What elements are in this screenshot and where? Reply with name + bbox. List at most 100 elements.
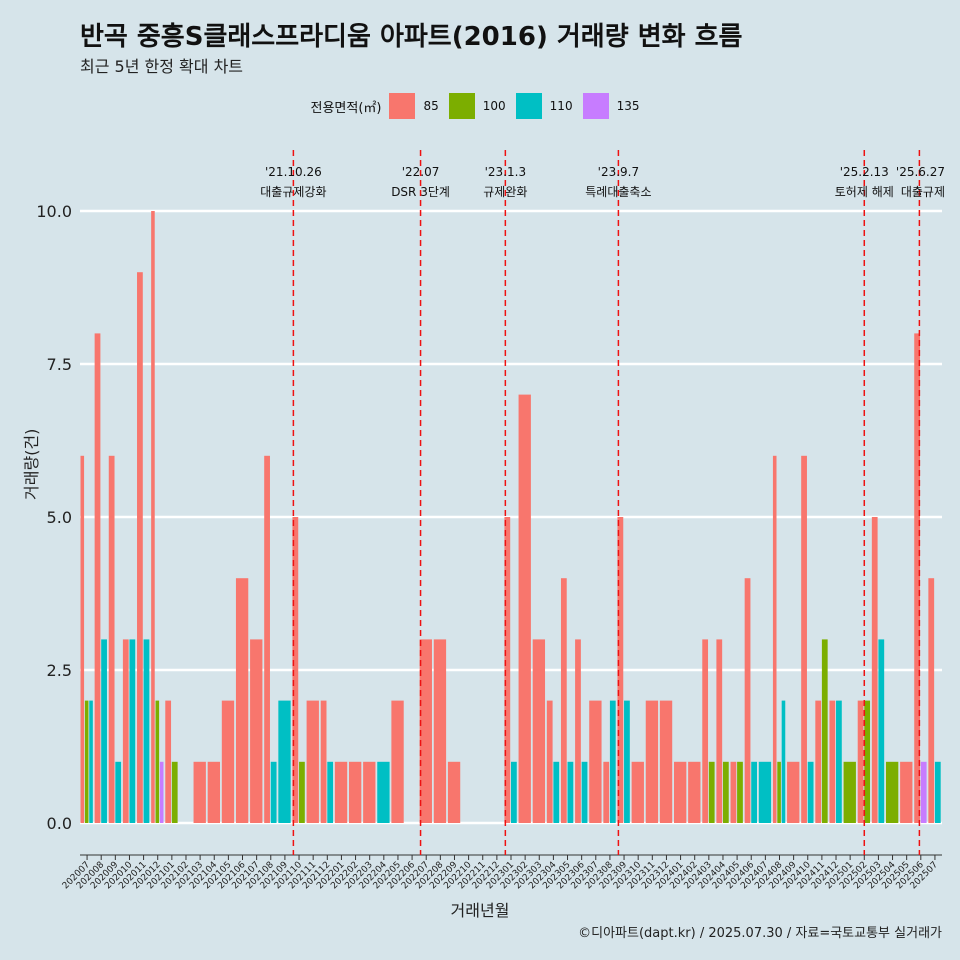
bar-85-202506: [914, 333, 921, 823]
bar-110-202406: [751, 761, 757, 823]
legend-swatch-110: [515, 93, 542, 119]
bar-110-202304: [553, 761, 560, 823]
bar-85-202105: [221, 700, 235, 823]
event-text-label: 특례대출축소: [585, 185, 651, 199]
bar-85-202203: [363, 761, 376, 823]
y-tick-label: 0.0: [47, 814, 72, 833]
bar-110-202306: [581, 761, 588, 823]
bar-85-202309: [617, 517, 624, 823]
bar-100-202504: [885, 761, 899, 823]
bar-85-202505: [900, 761, 913, 823]
legend-title: 전용면적(㎡): [310, 100, 382, 116]
x-axis-label: 거래년월: [450, 901, 510, 920]
bar-85-202107: [250, 639, 263, 823]
bar-110-202308: [609, 700, 616, 823]
source-caption: ©디아파트(dapt.kr) / 2025.07.30 / 자료=국토교통부 실…: [578, 926, 942, 941]
bar-100-202101: [171, 761, 178, 823]
y-axis-label: 거래량(건): [22, 428, 41, 500]
bar-85-202307: [589, 700, 602, 823]
legend-item-85: 85: [389, 93, 439, 119]
bar-85-202305: [560, 578, 567, 823]
event-date-label: '21.10.26: [265, 165, 322, 179]
bar-85-202012: [151, 211, 155, 823]
legend-swatch-135: [582, 93, 609, 119]
bar-85-202111: [306, 700, 319, 823]
bar-110-202305: [567, 761, 574, 823]
bar-85-202112: [320, 700, 327, 823]
bar-100-202007: [84, 700, 89, 823]
legend-item-100: 100: [448, 93, 506, 119]
bar-85-202008: [94, 333, 101, 823]
legend-swatch-100: [448, 93, 475, 119]
bar-85-202406: [744, 578, 751, 823]
bar-85-202404: [716, 639, 723, 823]
bar-135-202506: [920, 761, 927, 823]
event-text-label: 토허제 해제: [835, 185, 894, 199]
bar-85-202409: [787, 761, 800, 823]
bar-85-202402: [688, 761, 701, 823]
legend-label-100: 100: [482, 99, 506, 113]
event-text-label: 대출규제강화: [260, 185, 326, 199]
bar-100-202110: [299, 761, 305, 823]
bar-85-202106: [235, 578, 249, 823]
event-date-label: '25.6.27: [896, 165, 945, 179]
bar-110-202503: [878, 639, 885, 823]
legend-label-85: 85: [423, 99, 439, 113]
event-date-label: '22.07: [402, 165, 440, 179]
bar-85-202304: [546, 700, 553, 823]
bar-110-202410: [807, 761, 814, 823]
bar-85-202007: [80, 455, 85, 823]
bar-85-202303: [532, 639, 546, 823]
bar-110-202108: [270, 761, 277, 823]
bar-100-202411: [821, 639, 828, 823]
bar-110-202301: [511, 761, 517, 823]
bar-85-202201: [334, 761, 348, 823]
bar-110-202204: [377, 761, 390, 823]
bar-85-202411: [815, 700, 822, 823]
bar-110-202112: [327, 761, 334, 823]
bar-85-202202: [348, 761, 362, 823]
chart-title: 반곡 중흥S클래스프라디움 아파트(2016) 거래량 변화 흐름: [80, 22, 743, 52]
bar-85-202507: [928, 578, 935, 823]
bar-85-202108: [264, 455, 270, 823]
legend-item-135: 135: [582, 93, 640, 119]
bar-85-202311: [645, 700, 659, 823]
bar-135-202012: [159, 761, 164, 823]
event-date-label: '23.1.3: [485, 165, 526, 179]
bar-110-202109: [278, 700, 291, 823]
y-tick-label: 5.0: [47, 508, 72, 527]
bar-110-202011: [143, 639, 150, 823]
bar-110-202009: [115, 761, 122, 823]
bar-110-202407: [758, 761, 772, 823]
bar-85-202301: [504, 517, 511, 823]
event-text-label: 대출규제: [901, 185, 945, 199]
bar-85-202408: [772, 455, 777, 823]
legend-item-110: 110: [515, 93, 573, 119]
bar-100-202012: [155, 700, 160, 823]
bar-110-202507: [934, 761, 941, 823]
bar-85-202103: [193, 761, 206, 823]
event-text-label: DSR 3단계: [391, 185, 450, 199]
y-tick-label: 2.5: [47, 661, 72, 680]
bar-85-202110: [292, 517, 299, 823]
bar-85-202308: [603, 761, 610, 823]
bar-85-202310: [631, 761, 644, 823]
bar-85-202209: [447, 761, 461, 823]
bar-85-202403: [702, 639, 709, 823]
bar-85-202412: [829, 700, 836, 823]
bar-110-202008: [101, 639, 107, 823]
bar-85-202401: [674, 761, 687, 823]
bar-85-202503: [871, 517, 878, 823]
bar-85-202306: [575, 639, 581, 823]
legend: 전용면적(㎡) 85 100 110 135: [0, 93, 960, 119]
bar-85-202207: [419, 639, 432, 823]
bar-110-202007: [89, 700, 93, 823]
bar-85-202205: [391, 700, 404, 823]
event-date-label: '23.9.7: [598, 165, 639, 179]
legend-label-135: 135: [616, 99, 640, 113]
bar-85-202312: [659, 700, 673, 823]
bar-85-202010: [122, 639, 129, 823]
bar-100-202404: [722, 761, 729, 823]
